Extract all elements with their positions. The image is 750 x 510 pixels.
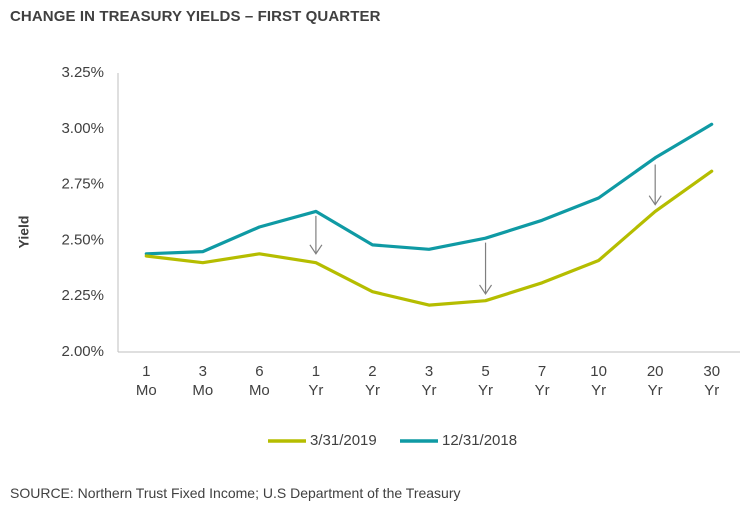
change-arrow — [309, 215, 323, 255]
legend-label: 3/31/2019 — [310, 432, 377, 449]
y-tick-label: 2.00% — [61, 343, 104, 360]
x-tick-label: 1 Mo — [136, 363, 157, 399]
y-axis-label: Yield — [16, 216, 32, 249]
source-note: SOURCE: Northern Trust Fixed Income; U.S… — [10, 485, 461, 501]
series-lines — [144, 122, 714, 307]
legend-entry: 3/31/2019 — [268, 432, 377, 449]
x-tick-label: 30 Yr — [703, 363, 720, 399]
x-tick-label: 3 Mo — [192, 363, 213, 399]
x-tick-label: 2 Yr — [365, 363, 380, 399]
change-arrow — [479, 242, 493, 296]
y-tick-label: 3.25% — [61, 64, 104, 81]
yield-chart: 2.00% 2.25% 2.50% 2.75% 3.00% 3.25% 1 Mo 3 Mo 6 Mo… — [16, 64, 740, 449]
chart-title: CHANGE IN TREASURY YIELDS – FIRST QUARTE… — [10, 8, 381, 25]
series-line — [144, 122, 714, 256]
x-tick-label: 7 Yr — [535, 363, 550, 399]
y-tick-label: 2.50% — [61, 231, 104, 248]
x-tick-labels: 1 Mo 3 Mo 6 Mo 1 Yr 2 Yr 3 Yr 5 Yr 7 Yr 10 Yr 20 Yr 30 Yr — [136, 363, 720, 399]
change-arrows — [309, 164, 662, 296]
x-tick-label: 1 Yr — [308, 363, 323, 399]
legend-label: 12/31/2018 — [442, 432, 517, 449]
y-tick-label: 3.00% — [61, 120, 104, 137]
x-tick-label: 5 Yr — [478, 363, 493, 399]
series-line — [144, 169, 714, 307]
y-tick-label: 2.25% — [61, 287, 104, 304]
x-tick-label: 6 Mo — [249, 363, 270, 399]
change-arrow — [648, 164, 662, 206]
x-tick-label: 10 Yr — [590, 363, 607, 399]
y-tick-labels: 2.00% 2.25% 2.50% 2.75% 3.00% 3.25% — [61, 64, 104, 360]
x-tick-label: 20 Yr — [647, 363, 664, 399]
y-tick-label: 2.75% — [61, 176, 104, 193]
legend-entry: 12/31/2018 — [400, 432, 517, 449]
x-tick-label: 3 Yr — [422, 363, 437, 399]
legend: 3/31/2019 12/31/2018 — [268, 432, 517, 449]
chart-axes — [117, 73, 740, 353]
